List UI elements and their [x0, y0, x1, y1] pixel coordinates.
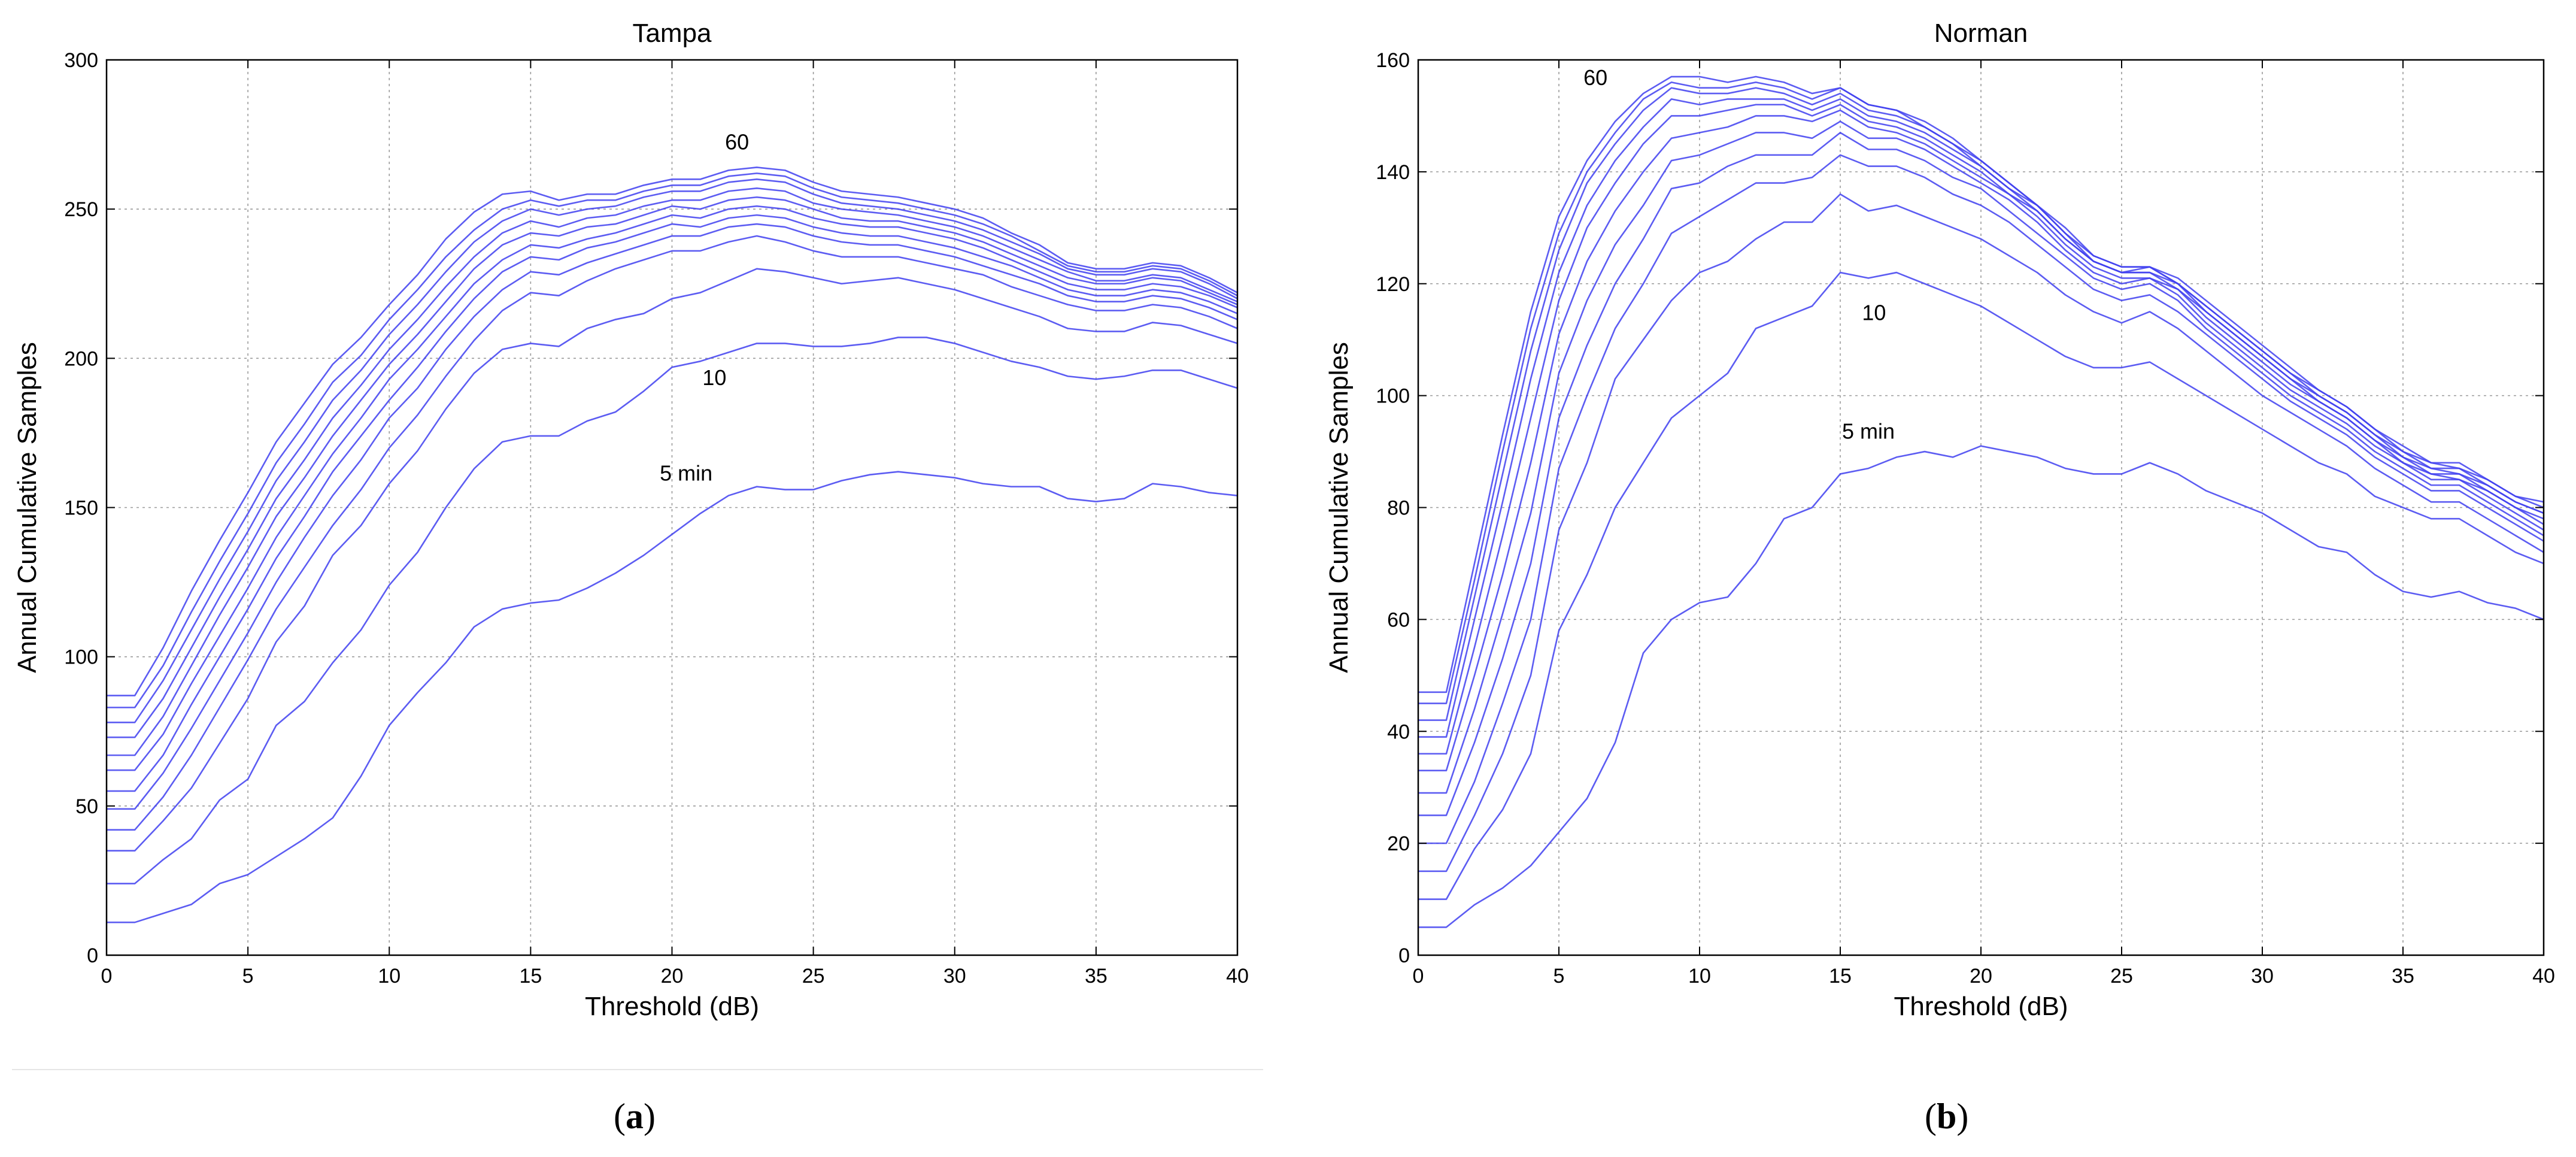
x-tick-label: 35 [1085, 965, 1108, 988]
y-tick-label: 0 [87, 944, 98, 967]
x-tick-label: 20 [661, 965, 684, 988]
series-line-25 [107, 223, 1238, 810]
y-tick-label: 40 [1387, 720, 1410, 743]
y-tick-label: 150 [64, 497, 98, 520]
annotation-label: 5 min [1842, 419, 1895, 444]
y-tick-label: 120 [1376, 273, 1410, 296]
caption-divider [12, 1069, 1263, 1070]
series-line-15 [1418, 193, 2544, 873]
x-tick-label: 5 [1554, 965, 1565, 988]
y-tick-label: 200 [64, 347, 98, 370]
x-tick-label: 25 [2110, 965, 2133, 988]
x-tick-label: 10 [378, 965, 400, 988]
y-tick-label: 160 [1376, 49, 1410, 72]
series-group [1418, 75, 2544, 928]
chart-norman: 0 5 10 15 20 25 30 35 40 0 20 40 60 80 100 120 140 160 Nor… [1324, 19, 2555, 1021]
y-tick-label: 100 [64, 646, 98, 669]
annotation-label: 5 min [660, 461, 712, 486]
ticks: 0 5 10 15 20 25 30 35 40 0 20 40 60 80 100 120 140 160 [1376, 49, 2555, 988]
chart-title: Tampa [632, 19, 712, 48]
annotation-label: 60 [725, 130, 749, 155]
series-line-30 [1418, 120, 2544, 794]
series-line-5-min [1418, 445, 2544, 928]
series-group [107, 166, 1238, 923]
series-line-20 [107, 235, 1238, 831]
annotation-label: 10 [1862, 300, 1886, 325]
y-axis-label: Annual Cumulative Samples [13, 342, 42, 673]
y-tick-label: 50 [75, 795, 98, 818]
series-line-55 [107, 172, 1238, 708]
x-tick-label: 35 [2392, 965, 2414, 988]
x-tick-label: 15 [1829, 965, 1852, 988]
x-tick-label: 0 [1413, 965, 1424, 988]
series-line-45 [107, 187, 1238, 738]
x-tick-label: 25 [802, 965, 825, 988]
grid-lines [107, 60, 1237, 955]
ticks: 0 5 10 15 20 25 30 35 40 0 50 100 150 200 250 300 [64, 49, 1249, 988]
caption-a-letter: a [625, 1097, 644, 1136]
y-tick-label: 140 [1376, 161, 1410, 184]
y-tick-label: 300 [64, 49, 98, 72]
y-axis-label: Annual Cumulative Samples [1324, 342, 1354, 673]
series-line-50 [1418, 87, 2544, 721]
series-line-25 [1418, 132, 2544, 816]
x-tick-label: 30 [2251, 965, 2274, 988]
series-line-40 [107, 196, 1238, 756]
caption-b-letter: b [1936, 1097, 1957, 1136]
series-line-60 [107, 166, 1238, 696]
annotation-label: 60 [1583, 65, 1607, 90]
series-line-35 [107, 205, 1238, 771]
chart-title: Norman [1934, 19, 2028, 48]
y-tick-label: 80 [1387, 497, 1410, 520]
caption-b: (b) [1925, 1097, 1969, 1136]
x-tick-label: 40 [2532, 965, 2555, 988]
x-tick-label: 20 [1970, 965, 1992, 988]
y-tick-label: 20 [1387, 832, 1410, 855]
x-tick-label: 40 [1226, 965, 1249, 988]
x-tick-label: 10 [1688, 965, 1711, 988]
series-line-50 [107, 178, 1238, 723]
y-tick-label: 0 [1398, 944, 1410, 967]
x-axis-label: Threshold (dB) [585, 992, 759, 1021]
x-tick-label: 30 [943, 965, 966, 988]
caption-a: (a) [614, 1097, 656, 1136]
series-line-60 [1418, 75, 2544, 693]
x-tick-label: 5 [242, 965, 254, 988]
x-axis-label: Threshold (dB) [1894, 992, 2068, 1021]
series-line-10 [1418, 271, 2544, 900]
series-line-10 [107, 337, 1238, 885]
chart-tampa: 0 5 10 15 20 25 30 35 40 0 50 100 150 200 250 300 Tampa T… [13, 19, 1249, 1021]
series-line-30 [107, 214, 1238, 792]
series-line-20 [1418, 154, 2544, 844]
x-tick-label: 15 [519, 965, 542, 988]
y-tick-label: 60 [1387, 608, 1410, 631]
annotation-label: 10 [702, 365, 726, 390]
y-tick-label: 250 [64, 198, 98, 221]
series-line-5-min [107, 471, 1238, 923]
y-tick-label: 100 [1376, 385, 1410, 408]
series-line-15 [107, 268, 1238, 852]
series-line-40 [1418, 104, 2544, 755]
grid-lines [1418, 60, 2544, 955]
x-tick-label: 0 [101, 965, 113, 988]
